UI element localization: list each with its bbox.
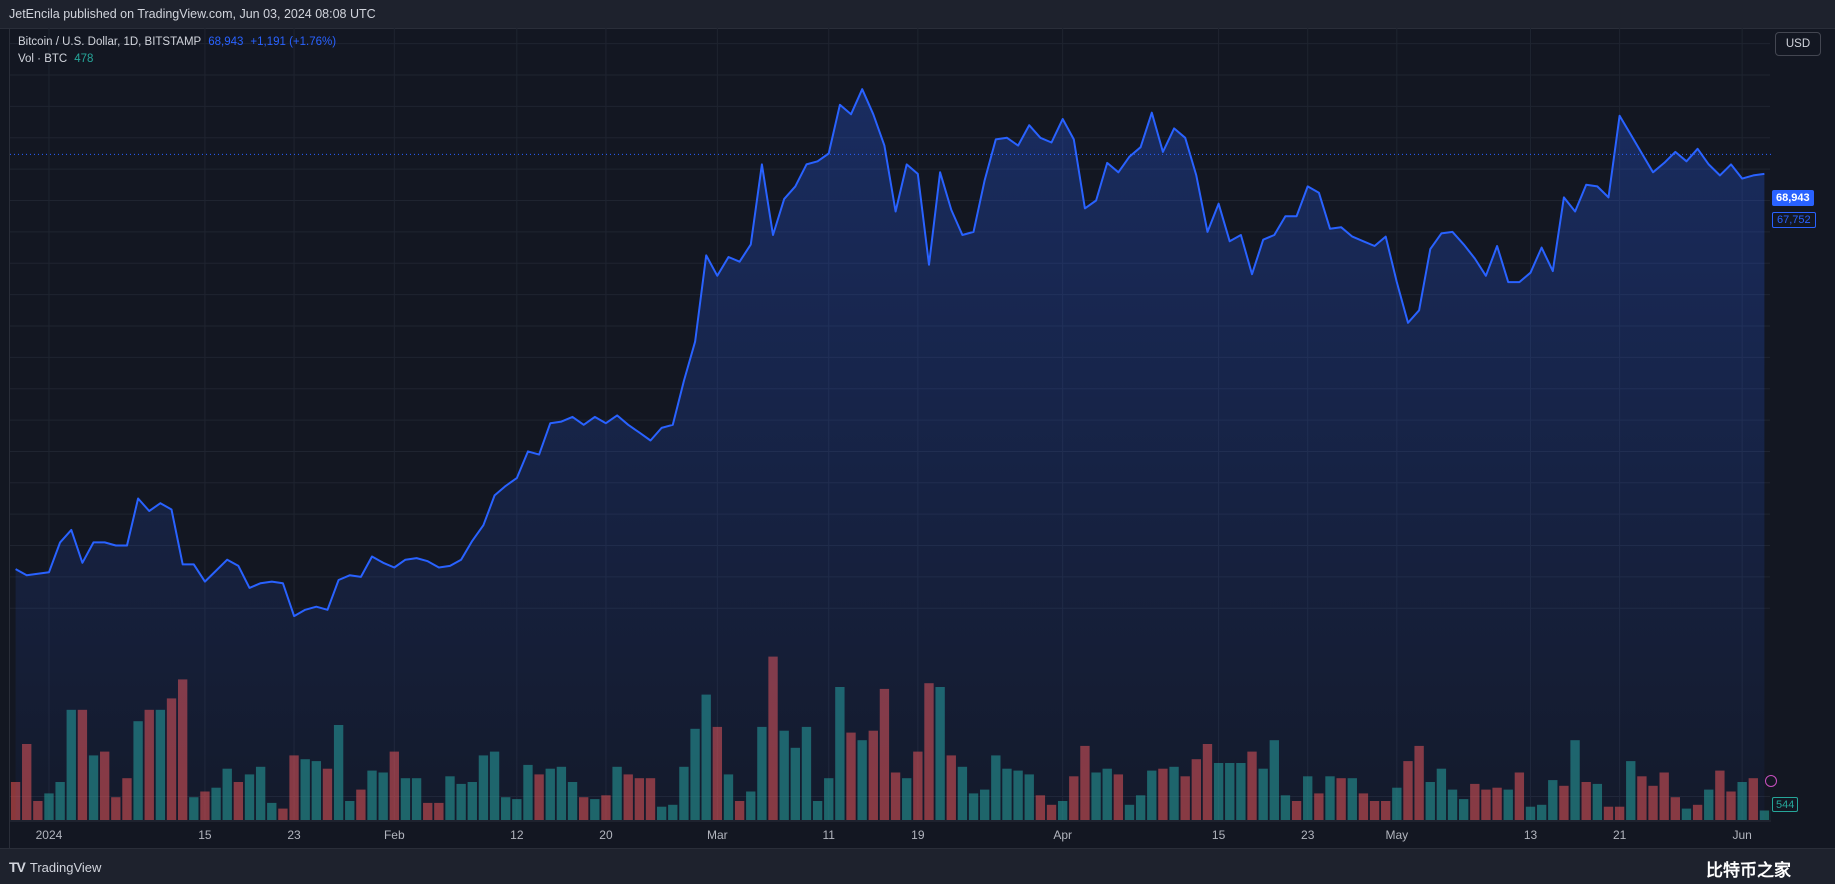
price-chart[interactable]: 28,00040,00042,00044,00046,00048,00050,0… [10,28,1771,848]
x-tick-label: 21 [1613,828,1627,842]
brand-name: TradingView [30,860,102,875]
publish-info: JetEncila published on TradingView.com, … [9,7,376,21]
tradingview-logo-icon: TV [9,859,25,875]
x-tick-label: 13 [1524,828,1538,842]
x-tick-label: 15 [198,828,212,842]
x-tick-label: May [1385,828,1408,842]
x-tick-label: 20 [599,828,613,842]
price-area-fill [16,89,1765,820]
brand[interactable]: TV TradingView [9,859,101,875]
volume-label: Vol · BTC [18,51,67,68]
footer-bar: TV TradingView 比特币之家 [0,848,1835,884]
x-tick-label: 23 [1301,828,1315,842]
x-tick-label: Mar [707,828,728,842]
x-tick-label: 19 [911,828,925,842]
currency-button[interactable]: USD [1775,32,1821,56]
x-tick-label: 12 [510,828,524,842]
x-tick-label: 15 [1212,828,1226,842]
x-tick-label: Feb [384,828,405,842]
x-tick-label: 11 [822,828,835,842]
volume-tag: 544 [1772,797,1798,812]
last-price: 68,943 [208,34,243,51]
x-tick-label: Jun [1732,828,1751,842]
chart-area[interactable]: 28,00040,00042,00044,00046,00048,00050,0… [9,28,1771,848]
watermark: 比特币之家 [1706,856,1791,881]
publish-header: JetEncila published on TradingView.com, … [0,0,1835,29]
volume-value: 478 [74,51,93,68]
symbol-legend-row[interactable]: Bitcoin / U.S. Dollar, 1D, BITSTAMP 68,9… [18,34,336,51]
x-tick-label: 2024 [36,828,63,842]
chart-legend: Bitcoin / U.S. Dollar, 1D, BITSTAMP 68,9… [18,34,336,68]
x-tick-label: 23 [287,828,301,842]
price-change: +1,191 (+1.76%) [250,34,336,51]
x-tick-label: Apr [1053,828,1072,842]
volume-legend-row[interactable]: Vol · BTC 478 [18,51,336,68]
indicator-dot-icon[interactable] [1765,775,1777,787]
symbol-name: Bitcoin / U.S. Dollar, 1D, BITSTAMP [18,34,201,51]
last-price-tag: 68,943 [1772,190,1814,206]
prev-price-tag: 67,752 [1772,212,1816,228]
